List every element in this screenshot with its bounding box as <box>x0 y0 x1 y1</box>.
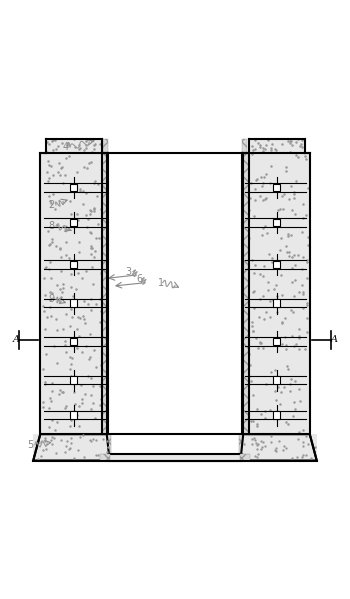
Bar <box>70 411 77 419</box>
Text: 9: 9 <box>48 295 54 304</box>
Bar <box>70 376 77 384</box>
Bar <box>273 299 280 307</box>
Bar <box>100 454 110 461</box>
Bar <box>70 219 77 226</box>
Bar <box>248 138 304 153</box>
Bar <box>239 434 251 457</box>
Bar <box>242 153 248 434</box>
Bar <box>33 434 110 461</box>
Bar <box>40 153 107 434</box>
Text: 6: 6 <box>136 274 143 284</box>
Bar <box>99 434 111 457</box>
Bar <box>273 338 280 346</box>
Bar <box>70 184 77 191</box>
Bar <box>46 138 102 153</box>
Polygon shape <box>33 434 110 461</box>
Polygon shape <box>240 434 317 461</box>
Bar <box>273 261 280 268</box>
Bar <box>273 376 280 384</box>
Bar <box>242 138 247 153</box>
Bar <box>70 338 77 346</box>
Text: 4: 4 <box>62 142 68 152</box>
Bar <box>102 153 108 434</box>
Bar <box>104 434 246 461</box>
Text: 1: 1 <box>158 278 164 288</box>
Bar <box>243 153 310 434</box>
Text: 5: 5 <box>27 440 33 450</box>
Text: 2: 2 <box>48 200 54 210</box>
Bar <box>273 184 280 191</box>
Bar <box>243 153 310 434</box>
Bar <box>273 219 280 226</box>
Text: A: A <box>12 335 19 344</box>
Bar <box>40 153 107 434</box>
Text: A: A <box>331 335 338 344</box>
Bar <box>108 153 242 434</box>
Text: 3: 3 <box>125 267 131 277</box>
Bar <box>108 454 242 461</box>
Bar <box>240 454 250 461</box>
Bar <box>70 261 77 268</box>
Bar <box>103 138 108 153</box>
Bar <box>70 299 77 307</box>
Bar <box>273 411 280 419</box>
Bar <box>240 434 317 461</box>
Text: 8: 8 <box>48 221 54 231</box>
